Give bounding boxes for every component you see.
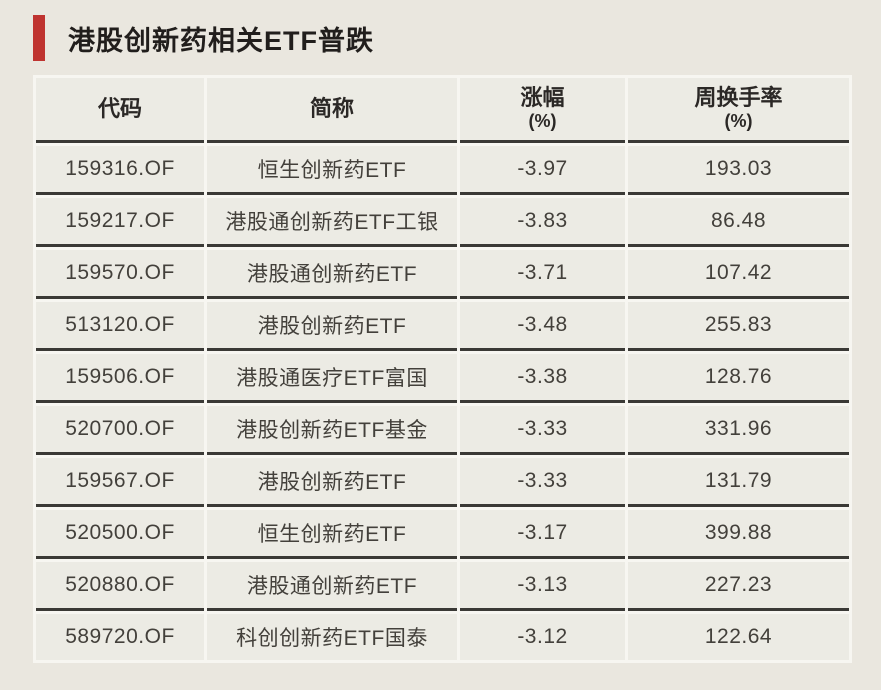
column-header-label: 简称 [309, 95, 354, 121]
change-cell: -3.12 [460, 614, 625, 660]
page-title: 港股创新药相关ETF普跌 [68, 25, 374, 56]
name-cell: 港股创新药ETF [207, 458, 457, 507]
code-cell: 159217.OF [36, 198, 204, 247]
name-cell: 恒生创新药ETF [207, 510, 457, 559]
code-cell: 589720.OF [36, 614, 204, 660]
code-cell: 520500.OF [36, 510, 204, 559]
column-header-label: 周换手率 [694, 85, 783, 110]
name-cell: 港股通创新药ETF [207, 250, 457, 299]
column-header-name: 简称 [207, 78, 457, 143]
name-cell: 港股创新药ETF基金 [207, 406, 457, 455]
turnover-cell: 331.96 [628, 406, 849, 455]
name-cell: 科创创新药ETF国泰 [207, 614, 457, 660]
change-cell: -3.13 [460, 562, 625, 611]
turnover-cell: 122.64 [628, 614, 849, 660]
turnover-cell: 107.42 [628, 250, 849, 299]
change-cell: -3.33 [460, 406, 625, 455]
code-cell: 520700.OF [36, 406, 204, 455]
title-accent-bar [33, 15, 45, 61]
column-header-label: 代码 [97, 95, 142, 121]
code-cell: 520880.OF [36, 562, 204, 611]
column-header-unit: (%) [528, 111, 557, 132]
code-cell: 159506.OF [36, 354, 204, 403]
change-cell: -3.38 [460, 354, 625, 403]
name-cell: 港股创新药ETF [207, 302, 457, 351]
turnover-cell: 193.03 [628, 146, 849, 195]
column-header-label: 涨幅 [520, 85, 565, 110]
turnover-cell: 131.79 [628, 458, 849, 507]
name-cell: 港股通医疗ETF富国 [207, 354, 457, 403]
column-header-change: 涨幅 (%) [460, 78, 625, 143]
code-cell: 513120.OF [36, 302, 204, 351]
name-cell: 港股通创新药ETF [207, 562, 457, 611]
change-cell: -3.33 [460, 458, 625, 507]
change-cell: -3.97 [460, 146, 625, 195]
turnover-cell: 227.23 [628, 562, 849, 611]
code-cell: 159567.OF [36, 458, 204, 507]
column-header-turnover: 周换手率 (%) [628, 78, 849, 143]
change-cell: -3.48 [460, 302, 625, 351]
change-cell: -3.17 [460, 510, 625, 559]
code-cell: 159570.OF [36, 250, 204, 299]
column-header-code: 代码 [36, 78, 204, 143]
turnover-cell: 128.76 [628, 354, 849, 403]
change-cell: -3.83 [460, 198, 625, 247]
change-cell: -3.71 [460, 250, 625, 299]
code-cell: 159316.OF [36, 146, 204, 195]
turnover-cell: 255.83 [628, 302, 849, 351]
turnover-cell: 399.88 [628, 510, 849, 559]
etf-table: 代码 简称 涨幅 (%) 周换手率 (%) 159316.OF 恒生创新药ETF -… [33, 75, 852, 663]
name-cell: 港股通创新药ETF工银 [207, 198, 457, 247]
page-title-block: 港股创新药相关ETF普跌 [33, 15, 374, 61]
turnover-cell: 86.48 [628, 198, 849, 247]
column-header-unit: (%) [724, 111, 753, 132]
name-cell: 恒生创新药ETF [207, 146, 457, 195]
